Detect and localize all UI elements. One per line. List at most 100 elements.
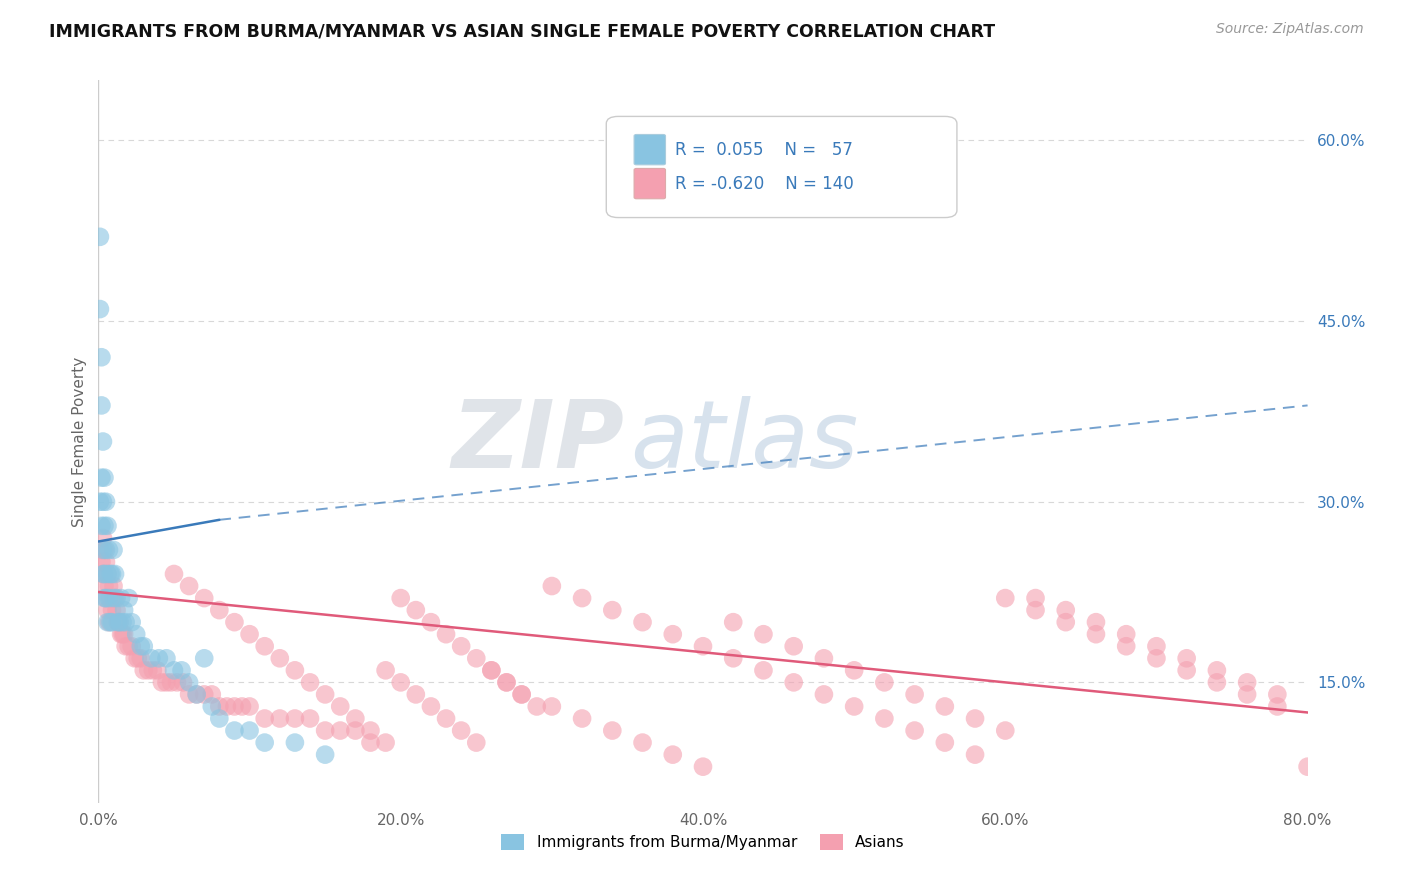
Point [253, 639, 276, 653]
Point [163, 567, 186, 582]
Point [91, 542, 114, 557]
Point [94, 591, 117, 606]
Point [224, 699, 246, 714]
Point [813, 687, 835, 701]
Point [602, 723, 624, 738]
Point [160, 675, 183, 690]
Point [631, 615, 654, 630]
Point [90, 555, 112, 569]
Point [360, 735, 382, 749]
Point [329, 699, 352, 714]
Point [1144, 651, 1167, 665]
Point [98, 615, 121, 630]
Point [208, 603, 231, 617]
Point [96, 567, 118, 582]
Point [723, 615, 745, 630]
Point [481, 664, 503, 678]
Text: ZIP: ZIP [451, 395, 624, 488]
Point [1175, 651, 1198, 665]
Point [90, 518, 112, 533]
Point [146, 664, 169, 678]
Point [239, 699, 262, 714]
Point [170, 664, 193, 678]
Point [994, 723, 1017, 738]
Point [132, 664, 155, 678]
Text: R = -0.620    N = 140: R = -0.620 N = 140 [675, 175, 853, 193]
Point [193, 651, 215, 665]
Point [163, 664, 186, 678]
Point [405, 603, 427, 617]
Point [965, 747, 987, 762]
Text: IMMIGRANTS FROM BURMA/MYANMAR VS ASIAN SINGLE FEMALE POVERTY CORRELATION CHART: IMMIGRANTS FROM BURMA/MYANMAR VS ASIAN S… [49, 22, 995, 40]
Point [201, 687, 224, 701]
Point [1054, 615, 1077, 630]
Point [465, 651, 488, 665]
Y-axis label: Single Female Poverty: Single Female Poverty [72, 357, 87, 526]
Point [344, 712, 367, 726]
Point [91, 567, 114, 582]
Point [118, 639, 141, 653]
Text: R =  0.055    N =   57: R = 0.055 N = 57 [675, 141, 853, 159]
Point [166, 675, 188, 690]
Point [495, 675, 517, 690]
Point [93, 470, 115, 484]
Point [148, 651, 170, 665]
Point [179, 675, 201, 690]
Point [208, 699, 231, 714]
Point [934, 735, 956, 749]
Point [89, 494, 111, 508]
Point [89, 542, 111, 557]
Point [101, 567, 124, 582]
Point [1115, 639, 1137, 653]
Point [495, 675, 517, 690]
Point [231, 699, 253, 714]
Point [783, 675, 806, 690]
Point [90, 350, 112, 364]
Point [602, 603, 624, 617]
Point [965, 712, 987, 726]
Point [873, 712, 896, 726]
Point [269, 712, 291, 726]
Point [389, 675, 412, 690]
Point [193, 687, 215, 701]
Point [193, 591, 215, 606]
Point [90, 470, 112, 484]
Point [904, 723, 927, 738]
Point [1085, 615, 1108, 630]
Point [783, 639, 806, 653]
Point [994, 591, 1017, 606]
Point [104, 567, 127, 582]
Point [91, 531, 114, 545]
Point [1267, 699, 1289, 714]
Point [127, 651, 149, 665]
Point [239, 627, 262, 641]
Point [1024, 603, 1046, 617]
Point [96, 603, 118, 617]
Point [540, 579, 562, 593]
Point [108, 615, 131, 630]
Point [114, 615, 136, 630]
Point [1296, 760, 1319, 774]
Point [101, 603, 124, 617]
Point [94, 494, 117, 508]
Point [723, 651, 745, 665]
Point [93, 518, 115, 533]
Point [125, 627, 148, 641]
Point [150, 675, 173, 690]
Point [89, 301, 111, 316]
Point [904, 687, 927, 701]
Point [405, 687, 427, 701]
Point [110, 591, 132, 606]
Point [104, 591, 127, 606]
Point [105, 591, 128, 606]
Point [314, 747, 336, 762]
Point [284, 664, 307, 678]
Point [540, 699, 562, 714]
Point [1024, 591, 1046, 606]
Point [215, 699, 238, 714]
Point [434, 712, 457, 726]
Point [136, 664, 159, 678]
Point [186, 687, 208, 701]
Point [91, 434, 114, 449]
Point [112, 627, 135, 641]
